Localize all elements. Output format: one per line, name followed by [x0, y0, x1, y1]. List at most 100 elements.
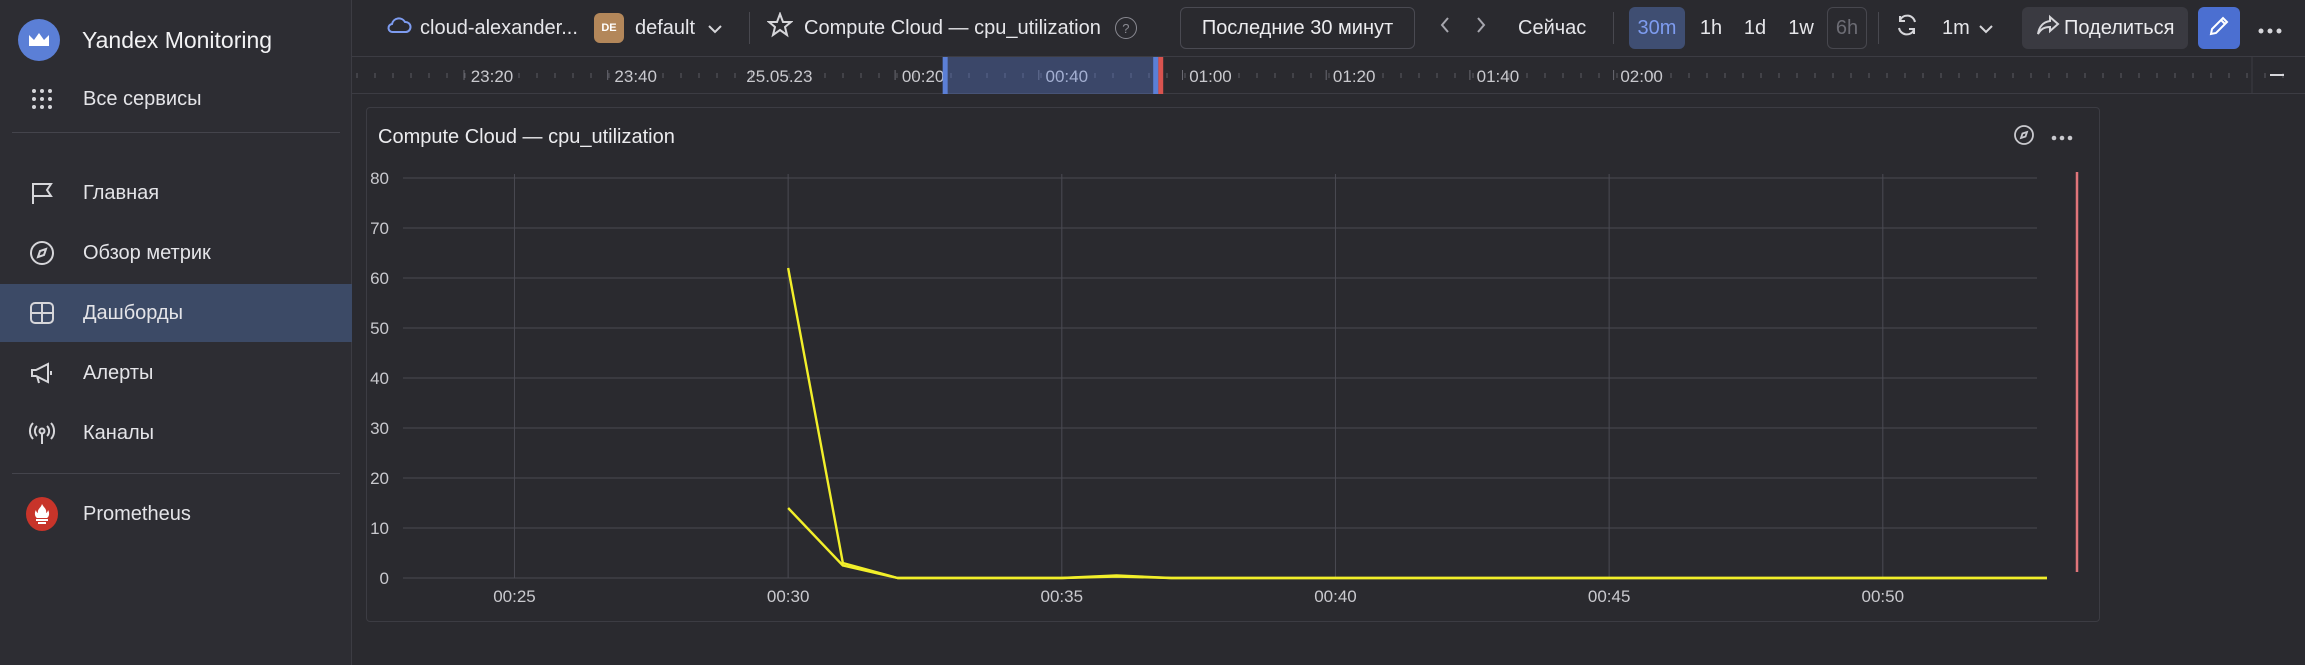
refresh-interval-value: 1m	[1942, 16, 1970, 39]
cpu-chart[interactable]: 0 10 20 30 40 50 60 70 80 00:25 00:30 00:35 00:40 00:…	[367, 108, 2101, 623]
refresh-icon	[1895, 13, 1919, 43]
chevron-down-icon	[1978, 17, 1994, 40]
panel-title: Compute Cloud — cpu_utilization	[378, 126, 675, 148]
dashboard-title: Compute Cloud — cpu_utilization	[804, 16, 1101, 39]
timeline[interactable]: 23:20 23:40 25.05.23 00:20 00:40 01:00 01:20 01…	[352, 56, 2305, 94]
refresh-interval-select[interactable]: 1m	[1942, 0, 1994, 56]
x-tick-label: 00:40	[1314, 587, 1357, 606]
x-tick-label: 00:45	[1588, 587, 1631, 606]
sidebar-item-label: Каналы	[83, 421, 154, 444]
timeline-label: 01:40	[1477, 67, 1520, 86]
crown-icon	[18, 19, 60, 61]
share-label: Поделиться	[2064, 16, 2175, 39]
flag-icon	[26, 177, 58, 209]
preset-1w[interactable]: 1w	[1788, 16, 1814, 39]
sidebar-item-all-services[interactable]: Все сервисы	[0, 70, 352, 128]
time-next-button[interactable]	[1475, 0, 1487, 56]
chevron-left-icon	[1439, 16, 1451, 40]
timeline-label: 02:00	[1620, 67, 1663, 86]
y-tick-label: 30	[370, 419, 389, 438]
x-tick-label: 00:50	[1862, 587, 1905, 606]
now-button[interactable]: Сейчас	[1518, 16, 1587, 39]
chart-panel: 0 10 20 30 40 50 60 70 80 00:25 00:30 00:35 00:40 00:…	[366, 107, 2100, 622]
sidebar: Yandex Monitoring Все сервисы Главная	[0, 0, 352, 665]
timeline-selection[interactable]	[944, 57, 1161, 94]
sidebar-item-prometheus[interactable]: Prometheus	[0, 485, 352, 543]
sidebar-item-alerts[interactable]: Алерты	[0, 344, 352, 402]
y-tick-label: 50	[370, 319, 389, 338]
y-tick-label: 60	[370, 269, 389, 288]
sidebar-item-metrics[interactable]: Обзор метрик	[0, 224, 352, 282]
preset-30m[interactable]: 30m	[1629, 7, 1685, 49]
chevron-down-icon	[707, 17, 723, 40]
grid-icon	[26, 83, 58, 115]
folder-name: default	[635, 16, 696, 39]
time-prev-button[interactable]	[1439, 0, 1451, 56]
sidebar-item-dashboards[interactable]: Дашборды	[0, 284, 352, 342]
toolbar-divider	[749, 12, 750, 44]
chevron-right-icon	[1475, 16, 1487, 40]
sidebar-divider	[12, 473, 340, 474]
timeline-selection-end-handle[interactable]	[1153, 57, 1159, 94]
brand[interactable]: Yandex Monitoring	[18, 18, 272, 62]
edit-button[interactable]	[2198, 7, 2240, 49]
folder-selector[interactable]: DE default	[594, 0, 723, 56]
timeline-scale[interactable]: 23:20 23:40 25.05.23 00:20 00:40 01:00 01:20 01…	[352, 57, 2305, 95]
help-icon[interactable]: ?	[1114, 17, 1137, 39]
share-button[interactable]: Поделиться	[2022, 7, 2189, 49]
sidebar-item-label: Обзор метрик	[83, 241, 211, 264]
sidebar-item-label: Дашборды	[83, 301, 183, 324]
timeline-label: 01:20	[1333, 67, 1376, 86]
preset-1h[interactable]: 1h	[1699, 16, 1723, 39]
share-icon	[2036, 14, 2060, 42]
time-range-button[interactable]: Последние 30 минут	[1180, 7, 1415, 49]
brand-name: Yandex Monitoring	[82, 26, 273, 53]
toolbar-divider	[1613, 12, 1614, 44]
favorite-button[interactable]	[766, 0, 794, 56]
timeline-label: 00:20	[902, 67, 945, 86]
sidebar-item-label: Алерты	[83, 361, 154, 384]
prometheus-icon	[26, 497, 58, 531]
timeline-selection-start-handle[interactable]	[942, 57, 948, 94]
x-tick-label: 00:30	[767, 587, 810, 606]
folder-badge: DE	[594, 13, 624, 43]
cloud-selector[interactable]: cloud-alexander...	[386, 0, 578, 56]
timeline-label: 23:40	[614, 67, 657, 86]
pencil-icon	[2208, 15, 2230, 42]
series-line-1[interactable]	[786, 267, 2047, 580]
panel-explore-button[interactable]	[2009, 122, 2039, 152]
toolbar-divider	[1878, 12, 1879, 44]
preset-6h[interactable]: 6h	[1827, 7, 1867, 49]
panel-menu-button[interactable]	[2047, 122, 2077, 152]
top-bar: cloud-alexander... DE default Compute Cl…	[352, 0, 2305, 56]
preset-1d[interactable]: 1d	[1743, 16, 1767, 39]
more-icon	[2258, 17, 2282, 40]
sidebar-item-label: Все сервисы	[83, 87, 202, 110]
timeline-label: 01:00	[1189, 67, 1232, 86]
dashboard-title-bar: Compute Cloud — cpu_utilization ?	[804, 0, 1137, 56]
cloud-icon	[386, 16, 412, 40]
y-tick-label: 80	[370, 169, 389, 188]
sidebar-item-label: Главная	[83, 181, 160, 204]
timeline-label: 25.05.23	[746, 67, 812, 86]
sidebar-item-home[interactable]: Главная	[0, 164, 352, 222]
cloud-name: cloud-alexander...	[420, 16, 578, 39]
y-tick-label: 20	[370, 469, 389, 488]
refresh-button[interactable]	[1895, 0, 1919, 56]
y-tick-label: 40	[370, 369, 389, 388]
more-icon	[2051, 128, 2073, 146]
x-tick-label: 00:35	[1041, 587, 1084, 606]
sidebar-item-label: Prometheus	[83, 502, 191, 525]
sidebar-item-channels[interactable]: Каналы	[0, 404, 352, 462]
megaphone-icon	[26, 357, 58, 389]
timeline-label: 00:40	[1046, 67, 1089, 86]
y-tick-label: 0	[380, 569, 389, 588]
more-menu-button[interactable]	[2258, 0, 2282, 56]
y-tick-label: 70	[370, 219, 389, 238]
series-line-2[interactable]	[787, 507, 2047, 580]
y-tick-label: 10	[370, 519, 389, 538]
compass-icon	[26, 237, 58, 269]
timeline-label: 23:20	[471, 67, 514, 86]
timeline-now-marker[interactable]	[1158, 57, 1164, 94]
